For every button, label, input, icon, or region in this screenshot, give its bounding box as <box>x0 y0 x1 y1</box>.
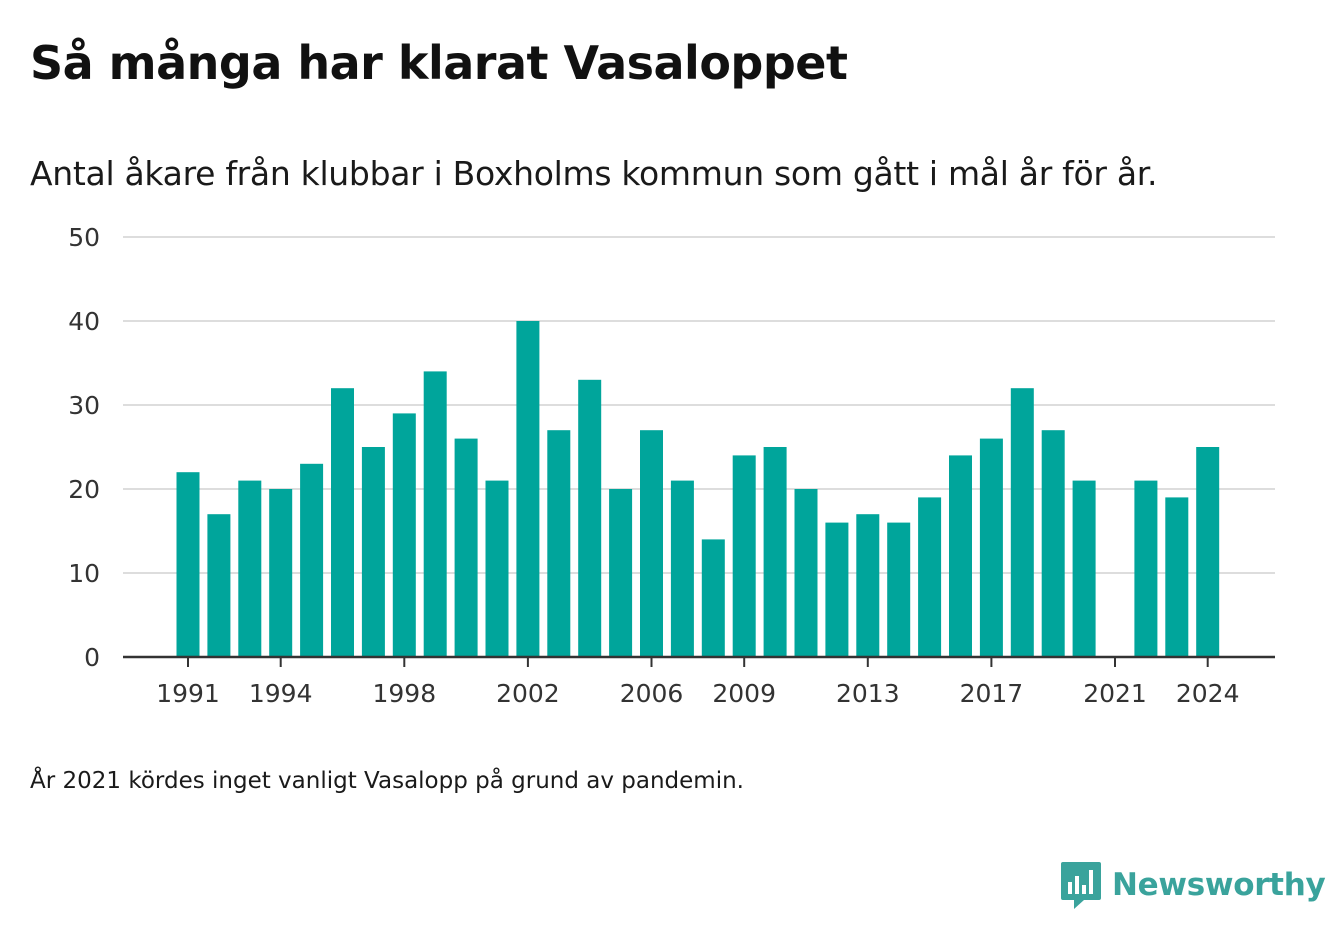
bar-2017 <box>979 438 1003 657</box>
chart-subtitle: Antal åkare från klubbar i Boxholms komm… <box>30 154 1158 193</box>
x-tick-label: 2002 <box>496 679 560 708</box>
bar-1994 <box>269 489 293 657</box>
gridlines <box>123 236 1275 574</box>
bar-2011 <box>794 489 818 657</box>
bar-2003 <box>547 430 571 657</box>
y-tick-label: 30 <box>68 391 100 420</box>
bar-2007 <box>670 480 694 657</box>
bar-1993 <box>238 480 262 657</box>
footnote: År 2021 kördes inget vanligt Vasalopp på… <box>30 768 744 794</box>
bar-2024 <box>1196 447 1220 657</box>
y-tick-label: 50 <box>68 223 100 252</box>
bar-2015 <box>918 497 942 657</box>
x-tick-label: 2006 <box>620 679 684 708</box>
x-tick-label: 1994 <box>249 679 313 708</box>
y-tick-label: 40 <box>68 307 100 336</box>
bar-2002 <box>516 321 540 657</box>
brand-name: Newsworthy <box>1112 867 1326 903</box>
x-tick-label: 1991 <box>156 679 220 708</box>
bar-2019 <box>1041 430 1065 657</box>
bar-1997 <box>361 447 385 657</box>
bar-2023 <box>1165 497 1189 657</box>
bar-2016 <box>949 455 972 657</box>
x-tick-label: 2024 <box>1176 679 1240 708</box>
bar-2004 <box>578 379 602 657</box>
bar-2001 <box>485 480 509 657</box>
bar-1996 <box>331 388 354 657</box>
bar-2005 <box>609 489 633 657</box>
x-tick-label: 2013 <box>836 679 900 708</box>
bar-2008 <box>701 539 725 657</box>
bar-1999 <box>423 371 447 657</box>
bars <box>176 321 1220 657</box>
y-tick-label: 20 <box>68 475 100 504</box>
x-tick-label: 2009 <box>712 679 776 708</box>
bar-1995 <box>300 463 324 657</box>
y-tick-label: 0 <box>84 643 100 672</box>
newsworthy-logo-icon <box>1061 862 1101 909</box>
x-tick-label: 2017 <box>960 679 1024 708</box>
brand-logo: Newsworthy <box>1060 860 1326 910</box>
bar-chart: 0 10 20 30 40 50 1991 1994 1998 2002 2006 2009 2013… <box>68 223 1275 708</box>
y-tick-labels: 0 10 20 30 40 50 <box>68 223 100 672</box>
bar-1992 <box>207 514 231 657</box>
bar-1991 <box>176 472 200 657</box>
bar-2013 <box>856 514 880 657</box>
bar-2020 <box>1072 480 1096 657</box>
bar-1998 <box>392 413 416 657</box>
x-axis <box>123 655 1275 667</box>
bar-2022 <box>1134 480 1158 657</box>
bar-2018 <box>1010 388 1034 657</box>
bar-2010 <box>763 447 787 657</box>
y-tick-label: 10 <box>68 559 100 588</box>
bar-2006 <box>640 430 663 657</box>
bar-2009 <box>732 455 756 657</box>
x-tick-label: 2021 <box>1083 679 1147 708</box>
bar-2000 <box>454 438 478 657</box>
bar-2012 <box>825 522 849 657</box>
x-tick-labels: 1991 1994 1998 2002 2006 2009 2013 2017 2021 2024 <box>156 679 1239 708</box>
chart-title: Så många har klarat Vasaloppet <box>30 36 848 90</box>
bar-2014 <box>887 522 911 657</box>
x-tick-label: 1998 <box>372 679 436 708</box>
